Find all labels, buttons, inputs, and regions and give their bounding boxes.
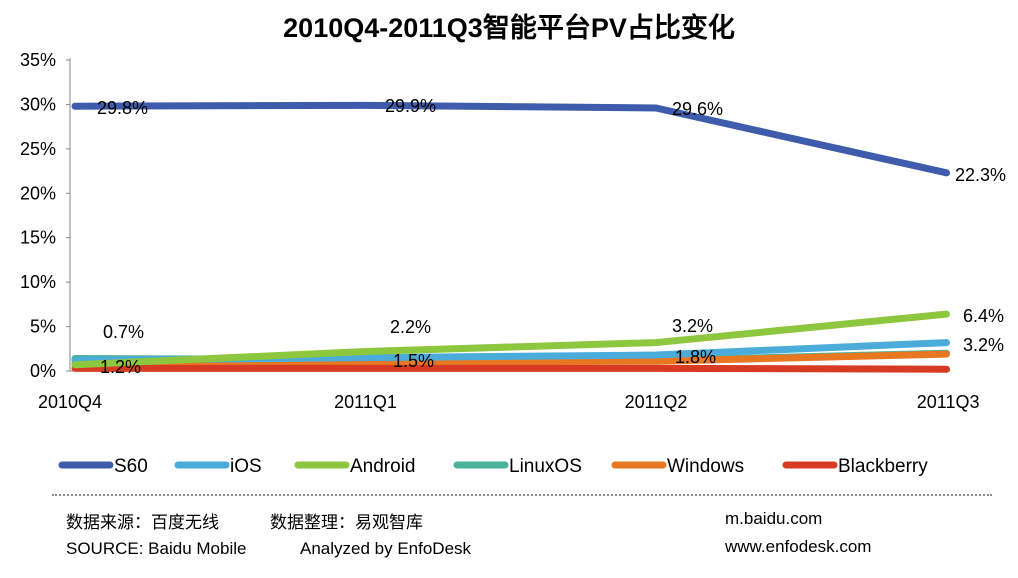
data-label-s60: 29.6%: [672, 99, 723, 119]
y-tick-label: 15%: [20, 228, 56, 248]
data-label-android: 3.2%: [672, 316, 713, 336]
x-tick-label: 2011Q1: [334, 392, 397, 412]
footer-divider: [52, 494, 992, 496]
series-line-blackberry: [71, 364, 950, 373]
y-tick-label: 20%: [20, 183, 56, 203]
data-label-ios: 1.8%: [675, 347, 716, 367]
x-tick-label: 2011Q3: [917, 392, 980, 412]
data-label-android: 0.7%: [103, 322, 144, 342]
source-en: SOURCE: Baidu Mobile: [66, 539, 247, 558]
series-line-android: [71, 310, 950, 369]
chart-title: 2010Q4-2011Q3智能平台PV占比变化: [283, 13, 735, 43]
y-tick-label: 25%: [20, 139, 56, 159]
data-label-android: 2.2%: [390, 317, 431, 337]
legend-label-blackberry: Blackberry: [838, 456, 928, 477]
legend-label-android: Android: [350, 456, 416, 477]
data-label-s60: 22.3%: [955, 165, 1006, 185]
y-tick-label: 5%: [30, 317, 56, 337]
x-tick-label: 2011Q2: [625, 392, 688, 412]
y-tick-label: 0%: [30, 361, 56, 381]
data-label-ios: 1.2%: [100, 357, 141, 377]
series-line-s60: [71, 101, 950, 177]
y-tick-label: 30%: [20, 94, 56, 114]
url-enfodesk: www.enfodesk.com: [725, 537, 872, 556]
data-label-ios: 3.2%: [963, 335, 1004, 355]
legend-label-linuxos: LinuxOS: [509, 456, 582, 477]
data-label-ios: 1.5%: [393, 351, 434, 371]
analysis-en: Analyzed by EnfoDesk: [300, 539, 472, 558]
legend-label-ios: iOS: [230, 456, 262, 477]
url-baidu: m.baidu.com: [725, 509, 823, 528]
data-label-s60: 29.8%: [97, 98, 148, 118]
legend-label-windows: Windows: [667, 456, 744, 477]
legend-label-s60: S60: [114, 456, 148, 477]
data-label-s60: 29.9%: [385, 96, 436, 116]
data-label-android: 6.4%: [963, 306, 1004, 326]
y-tick-label: 10%: [20, 272, 56, 292]
source-cn: 数据来源：百度无线: [66, 513, 219, 532]
analysis-cn: 数据整理：易观智库: [270, 513, 423, 532]
y-tick-label: 35%: [20, 50, 56, 70]
x-tick-label: 2010Q4: [38, 392, 102, 412]
series-line-windows: [71, 350, 950, 367]
